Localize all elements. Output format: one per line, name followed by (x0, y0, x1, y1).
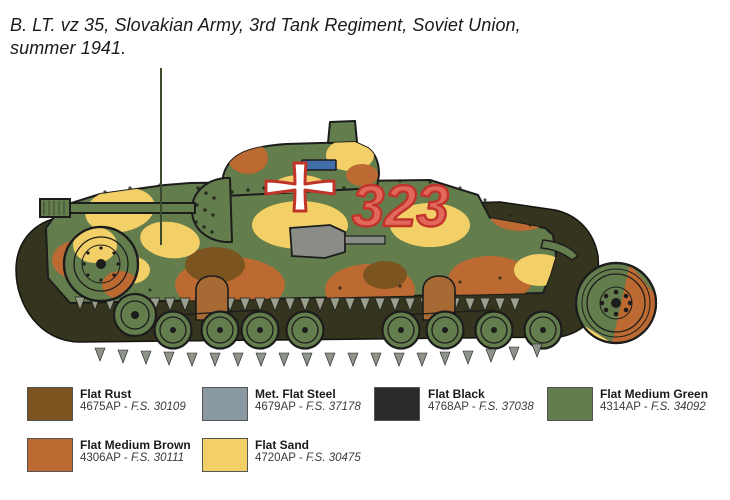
svg-text:323: 323 (352, 174, 449, 239)
